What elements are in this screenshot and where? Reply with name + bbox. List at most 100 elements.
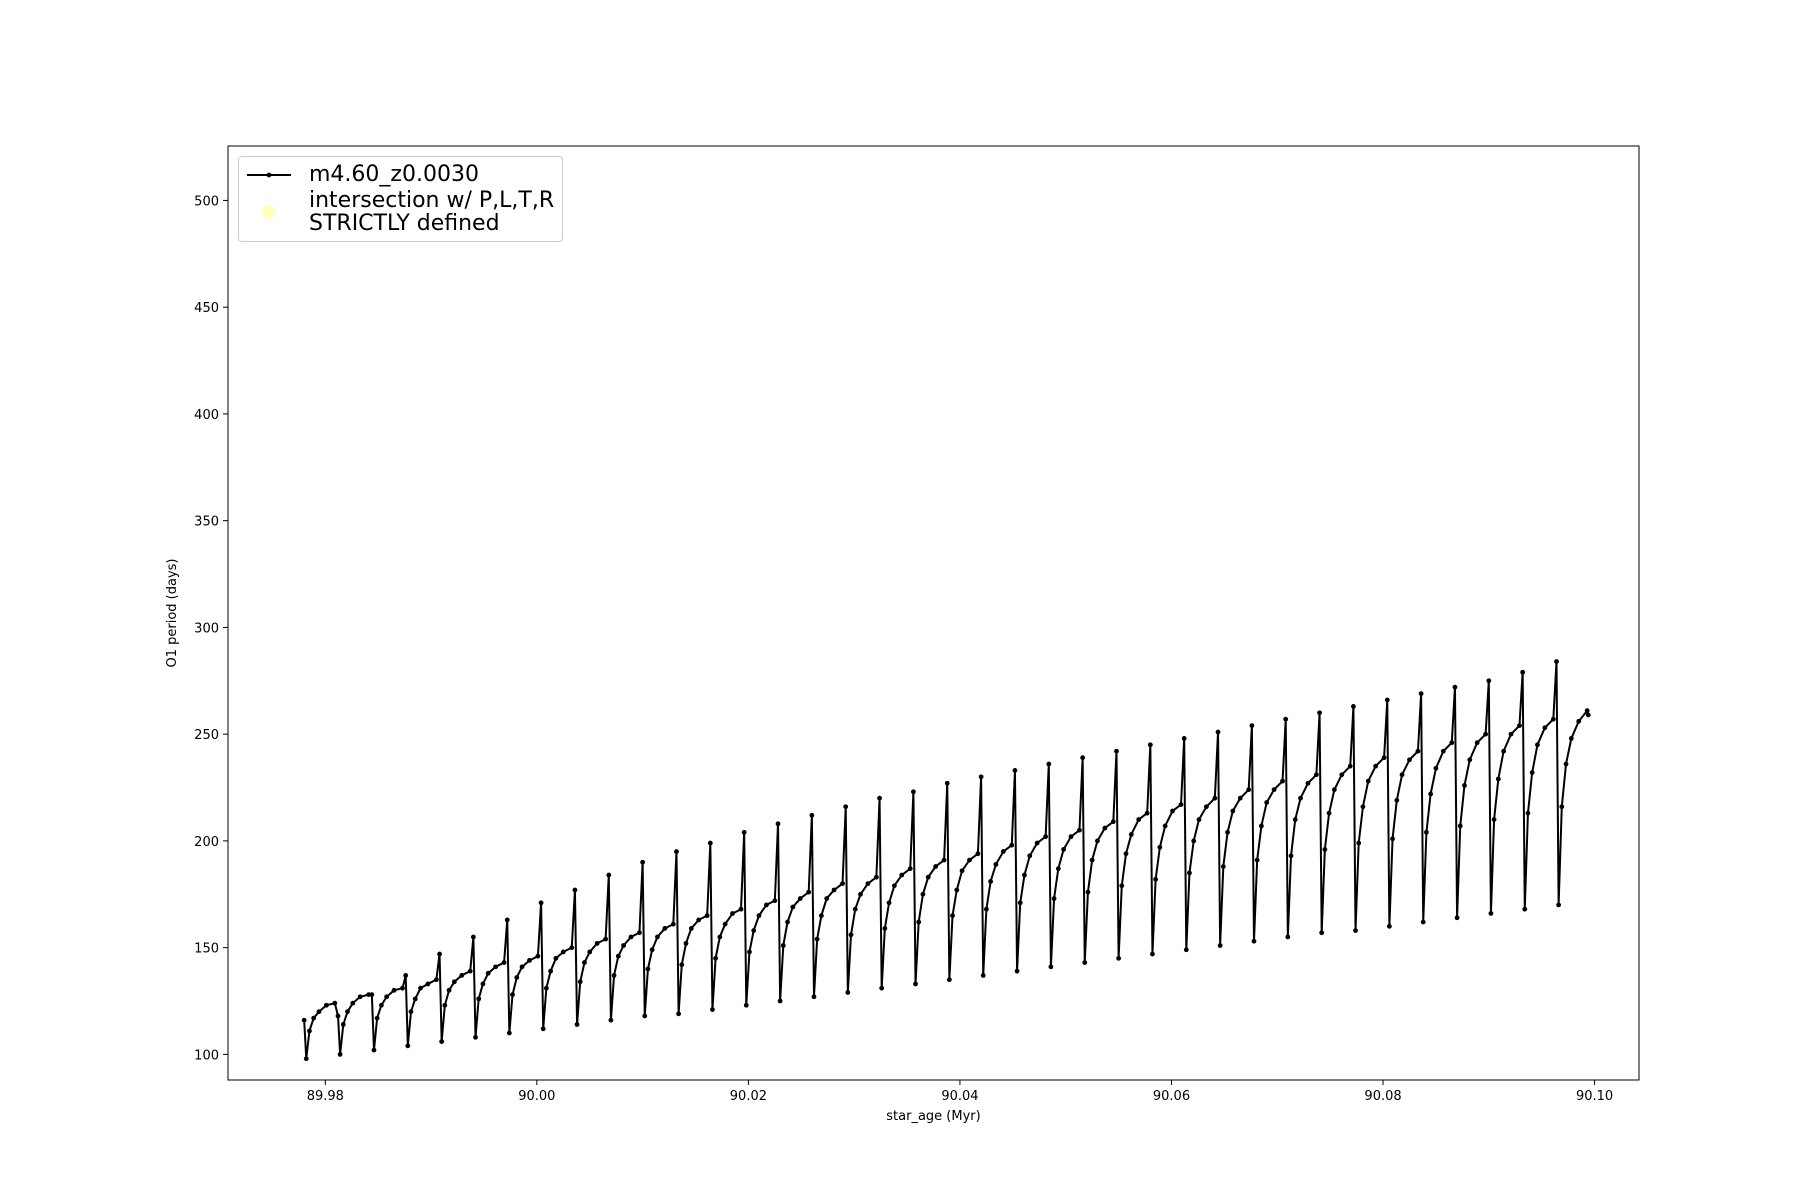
data-point xyxy=(514,975,520,980)
data-point xyxy=(1249,723,1255,729)
data-point xyxy=(480,981,486,987)
data-point xyxy=(378,1002,384,1008)
data-point xyxy=(743,1002,749,1008)
data-point xyxy=(1365,778,1371,784)
data-point xyxy=(1452,684,1458,690)
data-point xyxy=(400,985,405,991)
data-point xyxy=(560,949,566,955)
x-tick-label: 90.08 xyxy=(1364,1089,1401,1104)
data-point xyxy=(637,930,642,936)
data-point xyxy=(1191,838,1197,844)
data-point xyxy=(459,972,465,978)
data-point xyxy=(772,898,778,904)
data-point xyxy=(506,1030,512,1036)
data-point xyxy=(1000,849,1006,854)
data-point xyxy=(1009,842,1015,848)
y-tick-label: 300 xyxy=(194,621,219,636)
data-point xyxy=(504,917,510,923)
plot-frame xyxy=(227,145,1640,1081)
data-point xyxy=(848,932,854,938)
data-point xyxy=(831,887,837,893)
data-point xyxy=(1085,889,1091,895)
data-point xyxy=(1271,787,1277,793)
data-point xyxy=(954,887,960,893)
data-point xyxy=(1467,757,1473,763)
data-point xyxy=(790,904,796,910)
data-point xyxy=(1055,866,1061,872)
data-point xyxy=(1153,876,1159,882)
data-point xyxy=(1077,827,1082,833)
data-point xyxy=(1550,716,1556,722)
data-point xyxy=(933,864,939,869)
data-point xyxy=(473,1034,478,1040)
data-point xyxy=(1559,804,1565,810)
data-point xyxy=(446,987,452,993)
data-point xyxy=(941,857,947,863)
data-point xyxy=(877,795,882,801)
data-point xyxy=(340,1022,346,1027)
data-point xyxy=(775,821,781,827)
data-point xyxy=(879,985,885,991)
data-point xyxy=(1027,853,1033,859)
data-point xyxy=(1128,832,1134,837)
data-point xyxy=(418,985,423,991)
data-point xyxy=(1136,817,1142,822)
data-point xyxy=(1061,847,1066,852)
data-point xyxy=(1418,691,1424,696)
data-point xyxy=(1313,772,1319,778)
data-point xyxy=(1258,823,1264,829)
data-point xyxy=(1339,772,1345,778)
data-point xyxy=(1283,716,1289,722)
data-point xyxy=(809,812,815,818)
y-tick-label: 350 xyxy=(194,515,219,530)
data-point xyxy=(608,1017,614,1023)
data-point xyxy=(818,913,824,919)
data-point xyxy=(763,902,769,908)
data-point xyxy=(467,968,473,974)
data-point xyxy=(1356,840,1362,846)
data-point xyxy=(679,962,685,968)
data-point xyxy=(911,789,916,795)
data-point xyxy=(806,889,812,895)
data-point xyxy=(1399,772,1405,778)
data-point xyxy=(873,874,879,880)
data-point xyxy=(741,829,747,835)
data-point xyxy=(1251,938,1257,944)
data-point xyxy=(510,992,515,998)
data-point xyxy=(655,934,660,940)
data-point xyxy=(1246,787,1252,793)
data-point xyxy=(950,913,955,919)
data-point xyxy=(1187,870,1192,876)
data-point xyxy=(1386,923,1392,929)
data-point xyxy=(1474,740,1480,746)
data-point xyxy=(1420,919,1426,925)
data-point xyxy=(814,936,820,942)
legend-key xyxy=(247,172,291,178)
data-point xyxy=(1415,748,1421,754)
data-point xyxy=(925,874,931,880)
data-point xyxy=(543,985,549,991)
data-point xyxy=(1347,763,1353,769)
legend-marker xyxy=(262,205,276,220)
data-point xyxy=(1454,915,1460,921)
data-point xyxy=(412,996,418,1002)
data-point xyxy=(1568,736,1574,741)
data-point xyxy=(886,900,892,906)
data-point xyxy=(1317,710,1322,716)
data-point xyxy=(1517,723,1522,729)
x-tick-label: 90.06 xyxy=(1153,1089,1190,1104)
data-point xyxy=(374,1015,380,1021)
data-point xyxy=(1114,748,1119,754)
data-point xyxy=(722,921,728,927)
data-point xyxy=(1486,678,1492,684)
data-point xyxy=(704,913,710,919)
data-point xyxy=(1331,787,1337,793)
data-point xyxy=(785,919,790,925)
data-point xyxy=(1220,864,1226,869)
data-point xyxy=(1298,795,1303,801)
legend-label: intersection w/ P,L,T,R STRICTLY defined xyxy=(309,188,555,237)
data-point xyxy=(983,906,989,912)
data-point xyxy=(485,970,491,976)
data-point xyxy=(1322,847,1328,852)
